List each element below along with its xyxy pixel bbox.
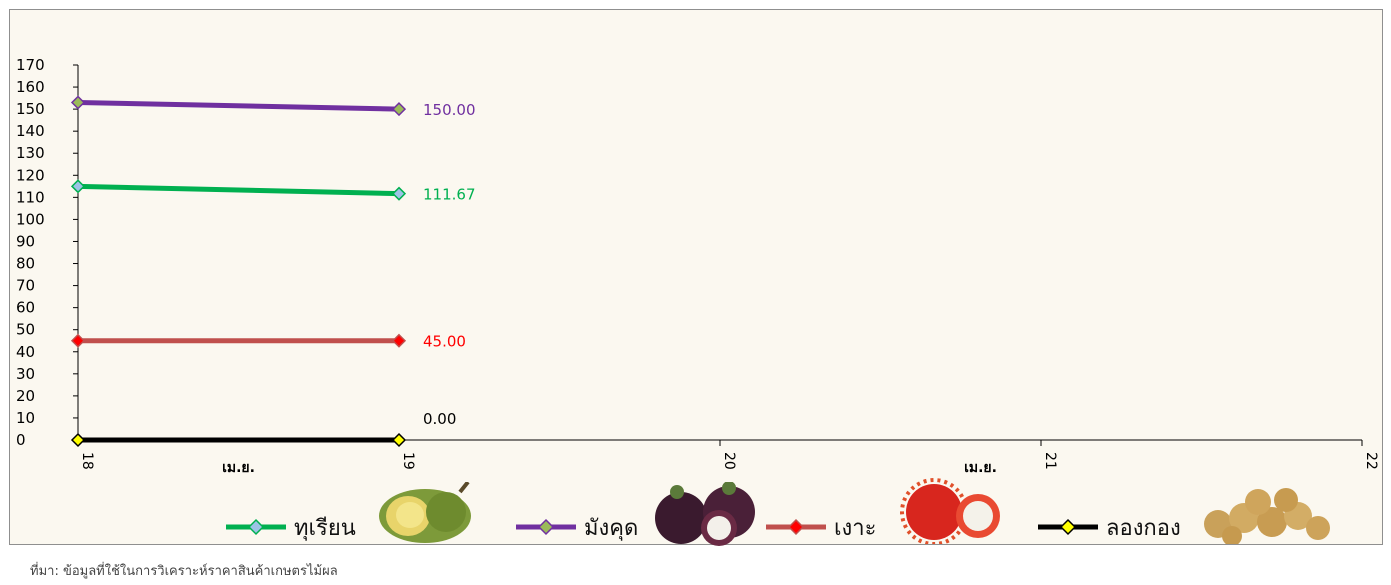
x-tick-label: 19 <box>400 452 416 470</box>
data-label: 150.00 <box>423 101 476 119</box>
y-tick-label: 30 <box>16 365 35 383</box>
legend-item-durian: ทุเรียน <box>224 507 356 547</box>
data-point <box>70 333 86 348</box>
y-tick-label: 10 <box>16 409 35 427</box>
data-label: 45.00 <box>423 333 466 351</box>
month-label: เม.ย. <box>222 460 255 476</box>
mangosteen-image <box>655 482 755 546</box>
y-tick-label: 110 <box>16 188 45 206</box>
legend-swatch-longkong <box>1038 518 1098 536</box>
y-tick-label: 20 <box>16 387 35 405</box>
legend-swatch-durian <box>226 518 286 536</box>
x-tick-label: 18 <box>79 452 95 470</box>
legend-label-mangosteen: มังคุด <box>584 515 639 541</box>
data-label: 111.67 <box>423 186 476 204</box>
month-label: เม.ย. <box>964 460 997 476</box>
series-line <box>77 183 400 197</box>
x-tick-label: 20 <box>721 452 737 470</box>
line-chart: 0 10 20 30 40 50 60 70 80 90 100 110 120 130 140 150 160… <box>16 56 1379 476</box>
legend-item-mangosteen: มังคุด <box>514 507 638 547</box>
data-point <box>70 95 86 110</box>
data-label: 0.00 <box>423 410 456 428</box>
series-line <box>77 100 400 112</box>
data-point <box>70 432 86 448</box>
chart-frame: 0 10 20 30 40 50 60 70 80 90 100 110 120 130 140 150 160… <box>9 9 1383 547</box>
data-point <box>391 333 407 348</box>
legend-label-rambutan: เงาะ <box>834 515 877 541</box>
x-tick-label: 21 <box>1042 452 1058 470</box>
x-tick-label: 22 <box>1363 452 1379 470</box>
data-point <box>391 432 407 448</box>
y-tick-label: 40 <box>16 343 35 361</box>
y-tick-label: 170 <box>16 56 45 74</box>
source-caption: ที่มา: ข้อมูลที่ใช้ในการวิเคราะห์ราคาสิน… <box>30 564 338 579</box>
legend-item-longkong: ลองกอง <box>1036 507 1181 547</box>
rambutan-image <box>900 478 1000 544</box>
durian-image <box>379 482 471 543</box>
y-tick-label: 150 <box>16 100 45 118</box>
y-tick-label: 90 <box>16 232 35 250</box>
y-tick-label: 130 <box>16 144 45 162</box>
y-tick-label: 160 <box>16 78 45 96</box>
y-tick-label: 60 <box>16 299 35 317</box>
y-tick-label: 80 <box>16 255 35 273</box>
legend-swatch-rambutan <box>766 518 826 536</box>
data-point <box>70 179 86 194</box>
legend-label-longkong: ลองกอง <box>1106 515 1181 541</box>
y-tick-label: 0 <box>16 431 26 449</box>
longkong-image <box>1204 488 1330 544</box>
legend-item-rambutan: เงาะ <box>764 507 876 547</box>
legend-swatch-mangosteen <box>516 518 576 536</box>
data-point <box>391 186 407 201</box>
data-point <box>391 102 407 117</box>
y-tick-label: 120 <box>16 166 45 184</box>
y-tick-label: 50 <box>16 321 35 339</box>
legend-label-durian: ทุเรียน <box>294 515 356 541</box>
y-tick-label: 140 <box>16 122 45 140</box>
y-tick-label: 100 <box>16 210 45 228</box>
y-tick-label: 70 <box>16 277 35 295</box>
